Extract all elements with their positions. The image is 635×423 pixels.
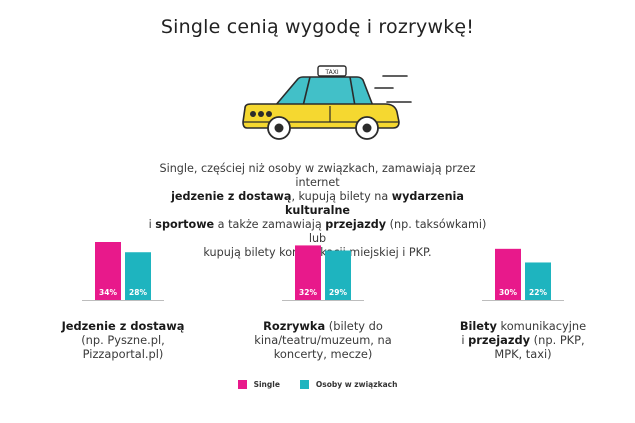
bar-tickets-single bbox=[495, 248, 521, 300]
legend-swatch-couples bbox=[299, 380, 309, 389]
category-label-food: Jedzenie z dostawą (np. Pyszne.pl, Pizzapo… bbox=[61, 319, 185, 361]
category-label-tickets: Bilety komunikacyjne i przejazdy (np. PKP… bbox=[459, 319, 587, 361]
taxi-sign: TAXI bbox=[324, 69, 338, 76]
intro-text: Single, częściej niż osoby w związkach, … bbox=[148, 162, 487, 259]
value-label-food-single: 34% bbox=[99, 288, 117, 297]
value-label-tickets-couples: 22% bbox=[529, 288, 547, 297]
bar-food-single bbox=[95, 242, 121, 300]
legend-item-couples: Osoby w związkach bbox=[299, 380, 398, 389]
taxi-icon: TAXI bbox=[242, 65, 412, 140]
value-label-entertainment-couples: 29% bbox=[329, 288, 347, 297]
value-label-tickets-single: 30% bbox=[499, 288, 517, 297]
headline: Single cenią wygodę i rozrywkę! bbox=[160, 16, 475, 38]
category-label-entertainment: Rozrywka (bilety do kina/teatru/muzeum, n… bbox=[254, 319, 392, 361]
value-label-entertainment-single: 32% bbox=[299, 288, 317, 297]
legend-label-couples: Osoby w związkach bbox=[315, 380, 398, 389]
legend-swatch-single bbox=[237, 380, 247, 389]
legend-label-single: Single bbox=[253, 380, 280, 389]
bar-tickets-couples bbox=[525, 262, 551, 300]
legend: Single Osoby w związkach bbox=[0, 380, 635, 389]
legend-item-single: Single bbox=[237, 380, 280, 389]
value-label-food-couples: 28% bbox=[129, 288, 147, 297]
